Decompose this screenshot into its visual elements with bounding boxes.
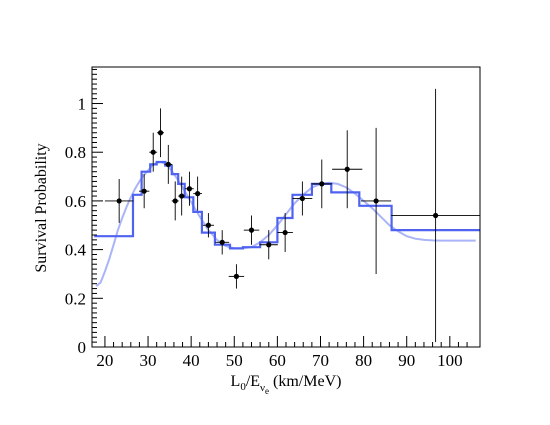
y-axis-title: Survival Probability: [33, 143, 50, 272]
data-marker: [141, 188, 147, 194]
nu-bar-symbol: ν: [260, 382, 265, 394]
data-marker: [219, 239, 225, 245]
data-point: [215, 230, 230, 255]
oscillation-curve: [95, 160, 476, 287]
data-marker: [150, 149, 156, 155]
data-point: [164, 144, 173, 184]
data-point: [104, 179, 134, 223]
data-marker: [344, 166, 350, 172]
y-tick-label: 0.8: [65, 143, 86, 162]
x-tick-label: 60: [269, 351, 286, 370]
data-point: [361, 127, 392, 274]
y-tick-label: 0.6: [65, 192, 86, 211]
plot-area-border: [91, 66, 481, 348]
data-points-layer: [104, 88, 480, 343]
data-point: [178, 176, 186, 216]
x-tick-label: 80: [355, 351, 372, 370]
histogram-layer: [94, 160, 480, 250]
data-point: [391, 88, 480, 343]
data-marker: [299, 195, 305, 202]
x-axis-title: L0/Eνe (km/MeV): [231, 373, 342, 396]
data-marker: [432, 212, 439, 219]
y-tick-label: 1: [78, 95, 87, 114]
data-marker: [186, 186, 193, 192]
x-tick-label: 50: [226, 351, 243, 370]
smooth-curve-layer: [95, 160, 476, 287]
plot-frame: [91, 66, 481, 348]
data-point: [193, 176, 202, 211]
data-point: [228, 264, 245, 289]
data-marker: [179, 193, 185, 199]
data-marker: [373, 198, 379, 204]
data-point: [311, 159, 333, 209]
data-point: [292, 181, 313, 216]
data-point: [259, 230, 278, 260]
data-marker: [233, 273, 240, 279]
x-tick-label: 30: [140, 351, 157, 370]
data-point: [185, 171, 194, 206]
data-marker: [116, 198, 122, 204]
data-point: [277, 213, 293, 253]
data-marker: [157, 130, 164, 136]
data-marker: [248, 227, 255, 233]
expectation-histogram: [94, 160, 480, 250]
y-tick-label: 0.4: [65, 241, 87, 260]
data-point: [149, 132, 158, 172]
data-point: [138, 174, 150, 209]
tick-labels: 20 30 40 50 60 70 80 90 100 0 0.2 0.4 0.6 0.8 1: [65, 95, 463, 370]
x-tick-label: 90: [398, 351, 415, 370]
data-point: [202, 213, 215, 238]
x-tick-label: 100: [437, 351, 463, 370]
y-tick-label: 0: [78, 338, 87, 357]
data-marker: [205, 222, 211, 228]
data-marker: [319, 181, 325, 187]
data-point: [332, 130, 363, 209]
data-marker: [282, 229, 288, 236]
data-marker: [266, 242, 272, 248]
data-marker: [165, 161, 171, 167]
data-point: [157, 108, 164, 158]
data-point: [171, 181, 179, 221]
data-marker: [172, 198, 178, 204]
y-tick-label: 0.2: [65, 289, 86, 308]
data-point: [243, 215, 260, 245]
data-marker: [195, 191, 201, 197]
x-tick-label: 70: [312, 351, 329, 370]
axis-ticks: [92, 68, 468, 348]
x-tick-label: 20: [96, 351, 113, 370]
x-tick-label: 40: [183, 351, 200, 370]
